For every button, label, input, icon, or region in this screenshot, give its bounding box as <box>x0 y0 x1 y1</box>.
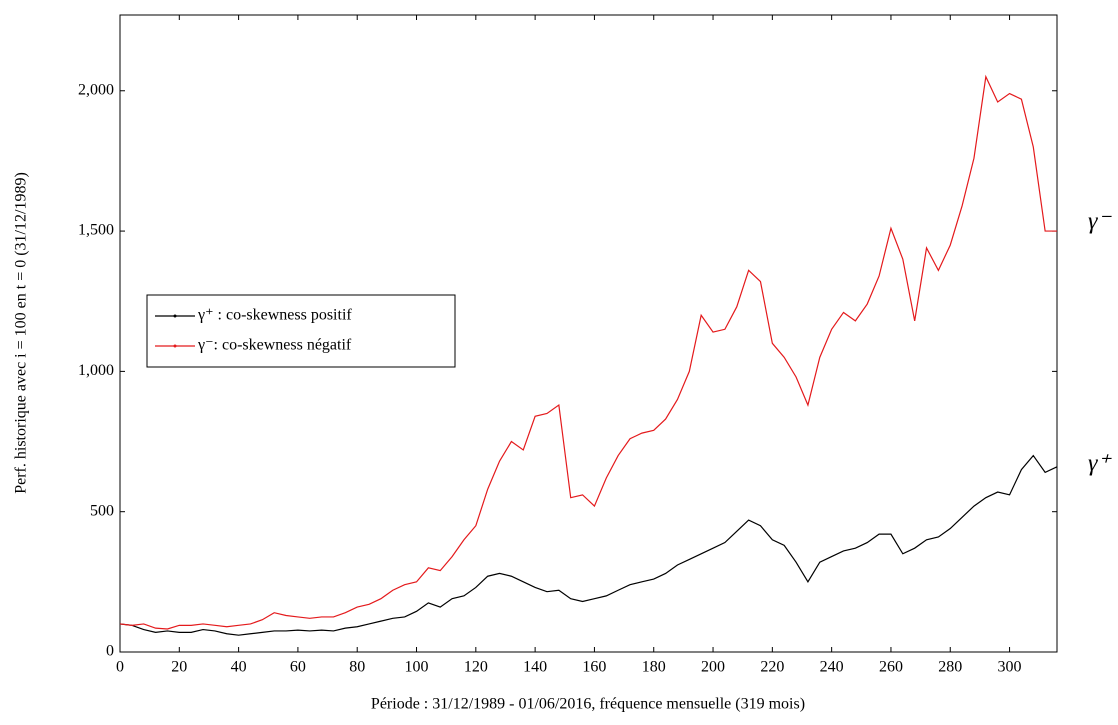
y-tick-label: 1,000 <box>78 362 114 379</box>
x-tick-label: 120 <box>464 659 488 676</box>
x-tick-label: 20 <box>171 659 187 676</box>
x-tick-label: 180 <box>642 659 666 676</box>
y-tick-label: 0 <box>106 643 114 660</box>
y-tick-label: 1,500 <box>78 222 114 239</box>
x-tick-label: 140 <box>523 659 547 676</box>
legend-label: γ⁺ : co-skewness positif <box>197 307 352 324</box>
annotation: γ⁺ <box>1088 451 1112 477</box>
annotation: γ⁻ <box>1088 209 1112 235</box>
x-axis-label: Période : 31/12/1989 - 01/06/2016, fréqu… <box>371 696 805 713</box>
x-tick-label: 260 <box>879 659 903 676</box>
x-tick-label: 60 <box>290 659 306 676</box>
x-tick-label: 200 <box>701 659 725 676</box>
x-tick-label: 280 <box>938 659 962 676</box>
legend-swatch <box>173 314 177 318</box>
plot-frame <box>119 14 1058 653</box>
x-tick-label: 100 <box>405 659 429 676</box>
legend-swatch <box>173 344 177 348</box>
y-tick-label: 500 <box>90 502 114 519</box>
x-tick-label: 160 <box>582 659 606 676</box>
x-tick-label: 40 <box>231 659 247 676</box>
x-tick-label: 80 <box>349 659 365 676</box>
x-tick-label: 300 <box>998 659 1022 676</box>
line <box>119 74 1057 630</box>
x-tick-label: 240 <box>820 659 844 676</box>
y-tick-label: 2,000 <box>78 81 114 98</box>
legend <box>146 294 456 368</box>
line <box>119 454 1058 636</box>
y-axis-label: Perf. historique avec i = 100 en t = 0 (… <box>13 172 30 494</box>
x-tick-label: 0 <box>116 659 124 676</box>
legend-label: γ⁻: co-skewness négatif <box>197 337 352 354</box>
x-tick-label: 220 <box>760 659 784 676</box>
